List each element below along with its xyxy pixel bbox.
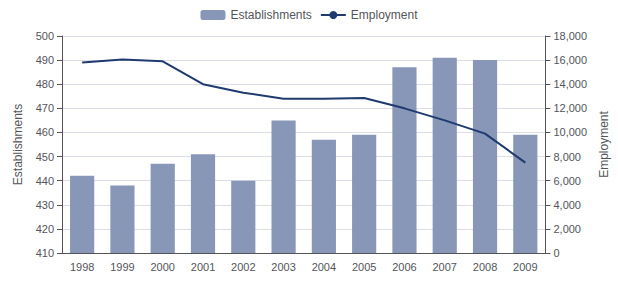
svg-text:4,000: 4,000 [553, 199, 581, 211]
svg-text:450: 450 [36, 151, 54, 163]
svg-text:500: 500 [36, 30, 54, 42]
svg-text:Establishments: Establishments [230, 8, 311, 22]
svg-text:420: 420 [36, 223, 54, 235]
svg-text:2004: 2004 [312, 261, 336, 273]
svg-text:2,000: 2,000 [553, 223, 581, 235]
svg-text:10,000: 10,000 [553, 126, 587, 138]
svg-text:490: 490 [36, 54, 54, 66]
svg-text:470: 470 [36, 102, 54, 114]
svg-text:0: 0 [553, 247, 559, 259]
svg-text:Establishments: Establishments [11, 104, 25, 185]
svg-text:14,000: 14,000 [553, 78, 587, 90]
svg-text:Employment: Employment [597, 110, 611, 177]
svg-text:2009: 2009 [513, 261, 537, 273]
svg-text:460: 460 [36, 126, 54, 138]
svg-text:1999: 1999 [110, 261, 134, 273]
svg-text:2002: 2002 [231, 261, 255, 273]
svg-text:2007: 2007 [432, 261, 456, 273]
svg-text:2005: 2005 [352, 261, 376, 273]
svg-text:Employment: Employment [351, 8, 418, 22]
svg-text:430: 430 [36, 199, 54, 211]
svg-text:8,000: 8,000 [553, 151, 581, 163]
svg-text:480: 480 [36, 78, 54, 90]
svg-text:12,000: 12,000 [553, 102, 587, 114]
svg-text:6,000: 6,000 [553, 175, 581, 187]
svg-text:1998: 1998 [70, 261, 94, 273]
svg-text:2006: 2006 [392, 261, 416, 273]
svg-text:2003: 2003 [271, 261, 295, 273]
svg-text:16,000: 16,000 [553, 54, 587, 66]
svg-text:18,000: 18,000 [553, 30, 587, 42]
svg-text:2008: 2008 [473, 261, 497, 273]
svg-text:410: 410 [36, 247, 54, 259]
svg-text:2000: 2000 [150, 261, 174, 273]
svg-text:2001: 2001 [191, 261, 215, 273]
svg-text:440: 440 [36, 175, 54, 187]
